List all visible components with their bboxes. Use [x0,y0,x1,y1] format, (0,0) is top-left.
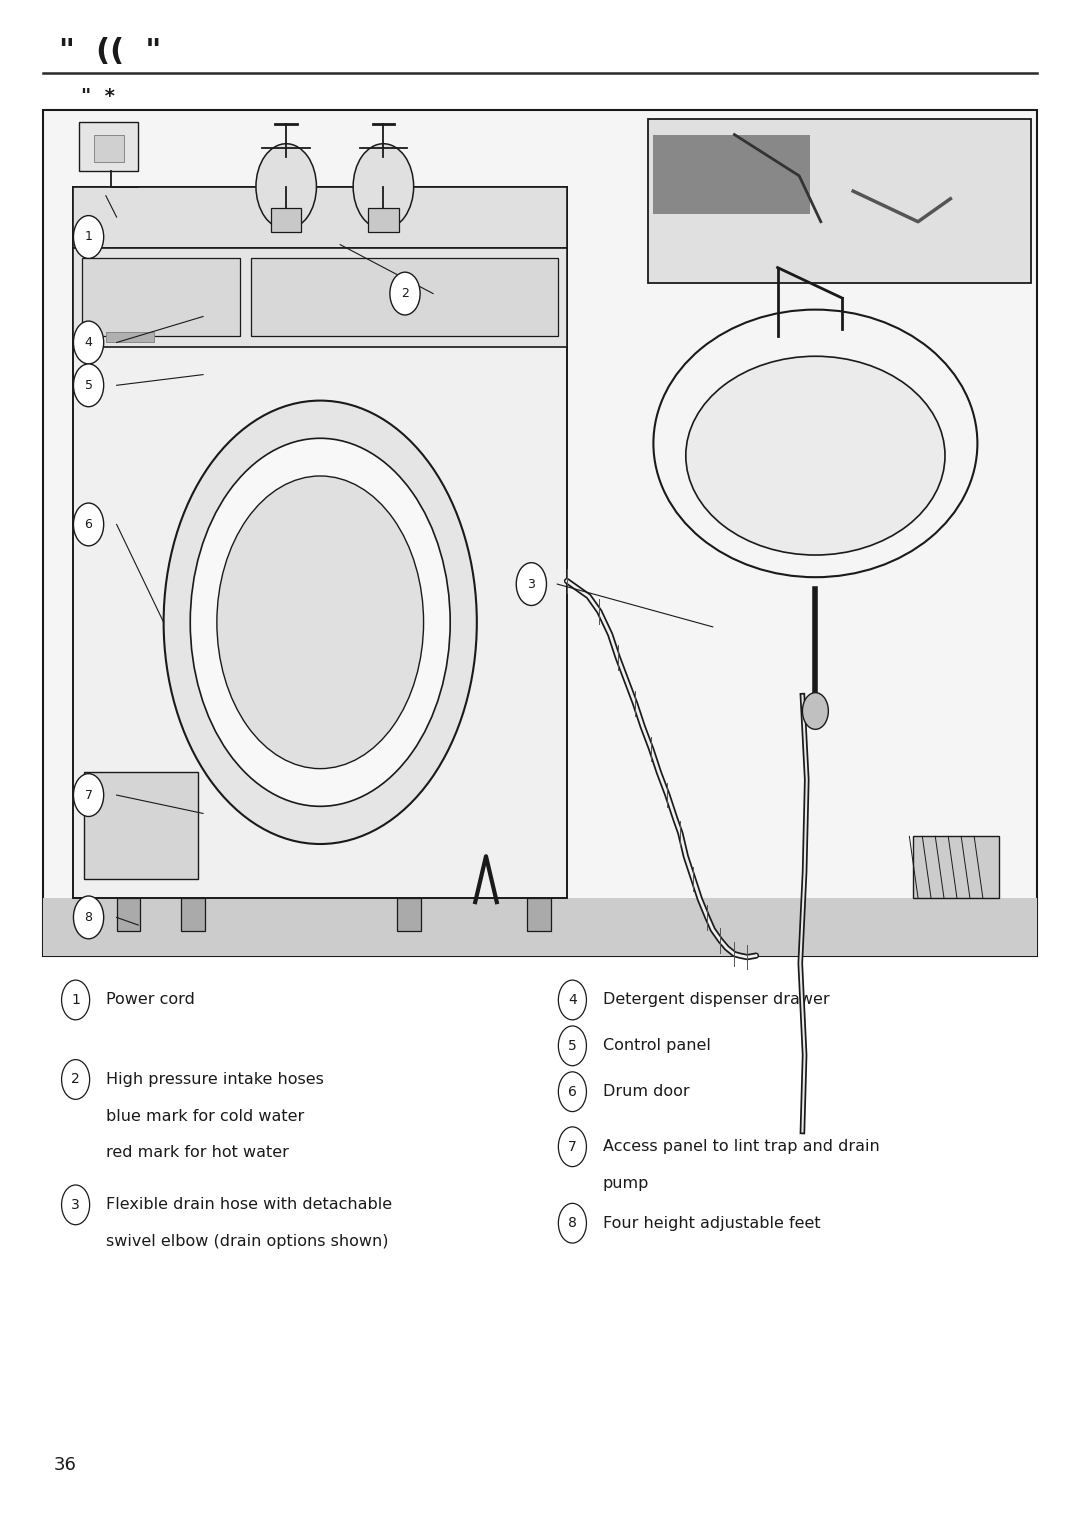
FancyBboxPatch shape [648,119,1031,283]
Text: 5: 5 [568,1038,577,1053]
Text: 36: 36 [54,1456,77,1474]
FancyBboxPatch shape [271,208,301,232]
FancyBboxPatch shape [79,122,138,171]
Text: 3: 3 [527,578,536,590]
FancyBboxPatch shape [527,898,551,931]
FancyBboxPatch shape [913,836,999,898]
Ellipse shape [653,309,977,578]
FancyBboxPatch shape [181,898,205,931]
Text: Four height adjustable feet: Four height adjustable feet [603,1216,821,1231]
FancyBboxPatch shape [73,187,567,898]
Circle shape [256,144,316,229]
Circle shape [73,896,104,939]
Text: 1: 1 [71,992,80,1008]
FancyBboxPatch shape [397,898,421,931]
Text: 6: 6 [568,1084,577,1099]
Text: 2: 2 [71,1072,80,1087]
Circle shape [390,272,420,315]
Text: Access panel to lint trap and drain: Access panel to lint trap and drain [603,1139,879,1154]
Text: red mark for hot water: red mark for hot water [106,1145,288,1161]
Circle shape [558,1127,586,1167]
Circle shape [353,144,414,229]
Text: "  ((  ": " (( " [59,38,162,66]
FancyBboxPatch shape [43,110,1037,956]
FancyBboxPatch shape [117,898,140,931]
FancyBboxPatch shape [106,332,154,342]
Circle shape [190,439,450,806]
Text: 4: 4 [84,336,93,349]
FancyBboxPatch shape [84,772,198,879]
Circle shape [516,563,546,605]
Text: High pressure intake hoses: High pressure intake hoses [106,1072,324,1087]
Text: 2: 2 [401,287,409,300]
Text: Drum door: Drum door [603,1084,689,1099]
Circle shape [558,1026,586,1066]
Circle shape [62,1060,90,1099]
FancyBboxPatch shape [43,898,1037,956]
Circle shape [558,1072,586,1112]
Circle shape [73,216,104,258]
FancyBboxPatch shape [73,248,567,347]
Circle shape [217,476,423,769]
Text: "  *: " * [81,87,114,106]
Text: Power cord: Power cord [106,992,194,1008]
Circle shape [73,321,104,364]
Text: Detergent dispenser drawer: Detergent dispenser drawer [603,992,829,1008]
FancyBboxPatch shape [82,258,240,336]
Text: 5: 5 [84,379,93,391]
Circle shape [73,503,104,546]
Text: 3: 3 [71,1197,80,1212]
FancyBboxPatch shape [653,135,810,214]
Text: 7: 7 [84,789,93,801]
Text: 8: 8 [84,911,93,924]
FancyBboxPatch shape [251,258,558,336]
FancyBboxPatch shape [73,187,567,248]
Circle shape [73,364,104,407]
Text: pump: pump [603,1176,649,1191]
FancyBboxPatch shape [94,135,124,162]
Text: 1: 1 [84,231,93,243]
Text: 7: 7 [568,1139,577,1154]
Ellipse shape [686,356,945,555]
FancyBboxPatch shape [368,208,399,232]
Circle shape [62,980,90,1020]
Text: swivel elbow (drain options shown): swivel elbow (drain options shown) [106,1234,389,1249]
Circle shape [802,693,828,729]
Circle shape [558,980,586,1020]
Text: blue mark for cold water: blue mark for cold water [106,1109,305,1124]
Text: 4: 4 [568,992,577,1008]
Circle shape [73,774,104,816]
Text: Control panel: Control panel [603,1038,711,1053]
Circle shape [62,1185,90,1225]
Text: 8: 8 [568,1216,577,1231]
Text: 6: 6 [84,518,93,531]
Text: Flexible drain hose with detachable: Flexible drain hose with detachable [106,1197,392,1212]
Circle shape [558,1203,586,1243]
Circle shape [164,401,476,844]
